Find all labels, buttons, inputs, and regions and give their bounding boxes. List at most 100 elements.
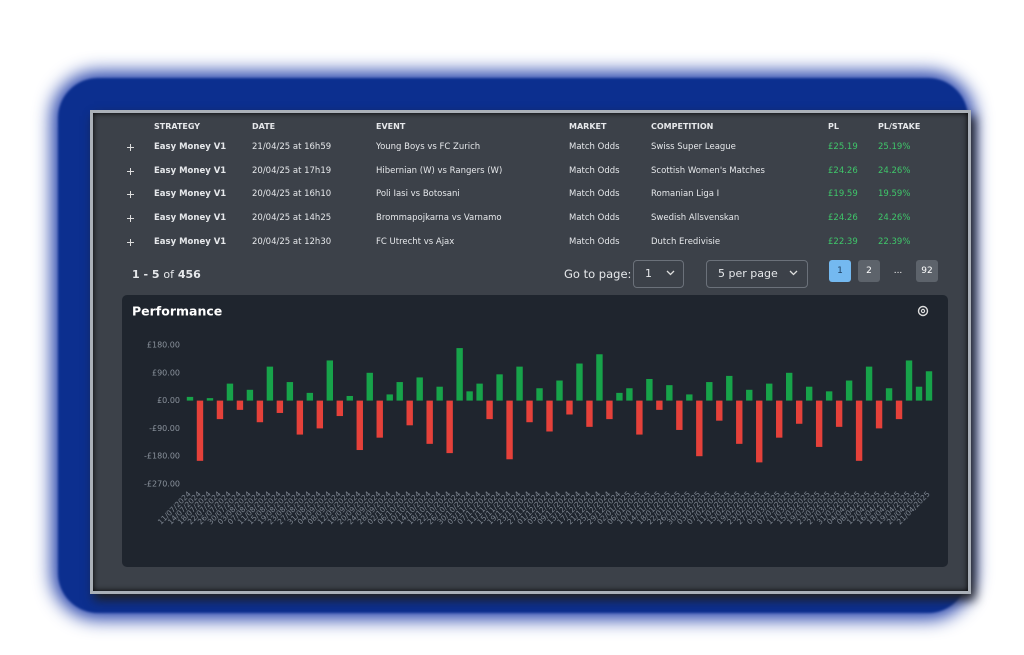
bar (336, 400, 343, 417)
page-button[interactable]: 92 (916, 260, 938, 282)
bar (656, 400, 663, 410)
chart: Performance £180.00 £90.00 £0.00 -£90.00 -£1… (132, 304, 933, 526)
cell: Match Odds (569, 165, 620, 176)
bar (346, 395, 353, 401)
bar (756, 400, 763, 463)
column-header: PL/STAKE (878, 122, 921, 131)
bar (546, 400, 553, 432)
bar (696, 400, 703, 457)
bar (236, 400, 244, 410)
bar (416, 377, 423, 401)
bar (915, 386, 923, 401)
bar (626, 388, 633, 401)
cell: 21/04/25 at 16h59 (252, 142, 332, 152)
bar (356, 400, 363, 451)
cell: Scottish Women's Matches (651, 165, 765, 176)
bar (216, 400, 224, 420)
page-button[interactable]: ... (893, 266, 903, 276)
bar (436, 386, 443, 401)
bar (246, 389, 254, 401)
bar (516, 366, 523, 401)
bar (196, 400, 204, 461)
expand-icon[interactable] (127, 144, 134, 151)
page-select-value: 1 (645, 267, 652, 280)
expand-icon[interactable] (127, 238, 134, 246)
bar (186, 396, 194, 401)
cell: 20/04/25 at 12h30 (252, 236, 332, 247)
expand-icon[interactable] (127, 215, 134, 223)
bar (206, 398, 214, 401)
column-header: DATE (252, 122, 276, 131)
cell: 25.19% (878, 142, 911, 152)
bar (845, 380, 853, 401)
cell: Match Odds (569, 213, 620, 224)
cell: 20/04/25 at 16h10 (252, 189, 332, 200)
chevron (789, 270, 798, 276)
expand-icon[interactable] (127, 167, 134, 175)
page-select[interactable]: 1 (633, 260, 684, 288)
bar (795, 400, 803, 424)
bar (596, 354, 603, 401)
cell: Easy Money V1 (154, 142, 227, 152)
bar (296, 400, 304, 435)
bar (306, 392, 314, 401)
expand-icon[interactable] (127, 191, 134, 199)
bar (815, 400, 823, 447)
y-tick-label: £90.00 (152, 368, 180, 377)
range-text: 1 - 5 of 456 (132, 268, 201, 281)
cell: 20/04/25 at 14h25 (252, 213, 332, 224)
chart-card: Performance £180.00 £90.00 £0.00 -£90.00 -£1… (122, 295, 948, 567)
y-tick-label: -£90.00 (149, 424, 180, 433)
bar (606, 400, 613, 420)
bar (456, 348, 463, 401)
bar (865, 366, 873, 401)
bar (276, 400, 284, 413)
bar (326, 360, 334, 401)
chart-title: Performance (132, 304, 222, 319)
bar (746, 389, 753, 401)
cell: 19.59% (878, 189, 911, 200)
cell: Brommapojkarna vs Varnamo (376, 213, 502, 224)
bar (266, 366, 274, 401)
cell: Romanian Liga I (651, 189, 720, 200)
per-page-value: 5 per page (718, 267, 778, 280)
settings-icon[interactable] (917, 305, 929, 317)
bar (476, 383, 483, 401)
page-button[interactable]: 1 (829, 260, 851, 282)
cell: Easy Money V1 (154, 189, 227, 200)
bar (835, 400, 843, 427)
chevron (666, 270, 675, 276)
cell: FC Utrecht vs Ajax (376, 236, 455, 247)
y-tick-label: £180.00 (147, 341, 180, 350)
cell: Easy Money V1 (154, 213, 227, 224)
bar (576, 363, 583, 401)
cell: Young Boys vs FC Zurich (376, 142, 481, 152)
bar (556, 380, 563, 401)
cell: Hibernian (W) vs Rangers (W) (376, 165, 503, 176)
bar (256, 400, 264, 423)
bar (726, 375, 733, 401)
bar (776, 400, 783, 438)
cell: Match Odds (569, 236, 620, 247)
cell: Swedish Allsvenskan (651, 213, 740, 224)
bar (646, 378, 653, 401)
range: 1 - 5 (132, 268, 160, 281)
cell: 20/04/25 at 17h19 (252, 165, 332, 176)
cell: Easy Money V1 (154, 236, 227, 247)
bar (226, 383, 234, 401)
bar (785, 372, 793, 401)
bar (366, 372, 373, 401)
per-page-select[interactable]: 5 per page (706, 260, 808, 288)
cell: 24.26% (878, 165, 911, 176)
bar (526, 400, 533, 423)
cell: £24.26 (828, 213, 858, 224)
column-header: STRATEGY (154, 122, 201, 131)
bar (855, 400, 863, 461)
bar (716, 400, 723, 421)
bar (706, 382, 713, 401)
page-button[interactable]: 2 (858, 260, 880, 282)
bar (895, 400, 903, 420)
bar (666, 385, 673, 401)
bar (506, 400, 513, 460)
